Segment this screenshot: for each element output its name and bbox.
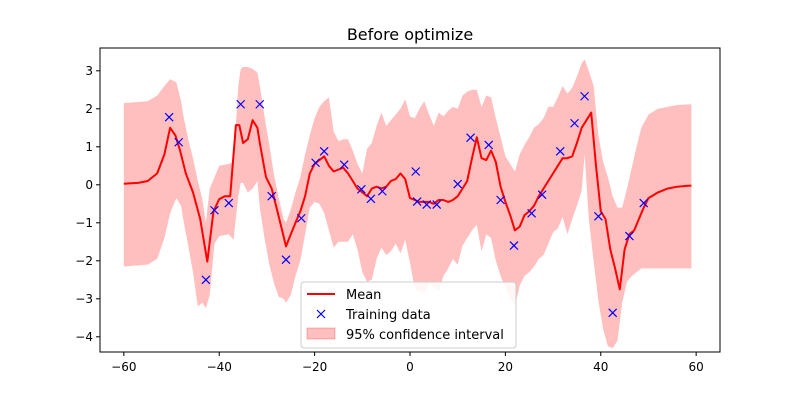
training-point [453, 179, 463, 189]
training-point [366, 194, 376, 204]
y-tick-label: −1 [75, 216, 93, 230]
y-tick-label: 1 [85, 140, 93, 154]
training-point [555, 146, 565, 156]
y-tick-label: 0 [85, 178, 93, 192]
y-tick-label: 3 [85, 64, 93, 78]
training-point [608, 308, 618, 318]
training-point [356, 184, 366, 194]
legend-band-label: 95% confidence interval [346, 328, 504, 343]
training-point [339, 160, 349, 170]
x-tick-label: −20 [302, 360, 327, 374]
training-point [484, 140, 494, 150]
training-point [432, 200, 442, 209]
training-point [377, 186, 387, 196]
confidence-band [123, 59, 692, 349]
plot-area [123, 59, 692, 349]
training-point [527, 208, 537, 218]
x-tick-label: 40 [593, 360, 608, 374]
legend-band-swatch [306, 327, 336, 340]
training-point [537, 190, 547, 200]
y-tick-label: −2 [75, 254, 93, 268]
training-point [466, 133, 475, 143]
x-tick-label: −60 [111, 360, 136, 374]
training-point [580, 91, 589, 101]
training-point [496, 195, 506, 205]
x-tick-label: 60 [689, 360, 704, 374]
legend-training-label: Training data [345, 308, 431, 323]
y-tick-label: 2 [85, 102, 93, 116]
training-point [593, 211, 603, 221]
training-point [174, 137, 184, 147]
legend-mean-label: Mean [346, 288, 381, 303]
training-point [319, 146, 329, 156]
chart-title: Before optimize [347, 25, 473, 44]
training-point [236, 99, 246, 109]
x-tick-label: 0 [406, 360, 414, 374]
training-point [624, 231, 634, 241]
training-point [267, 191, 277, 201]
training-point [210, 205, 219, 215]
y-tick-label: −3 [75, 292, 93, 306]
legend-training-swatch [316, 309, 326, 319]
x-tick-label: −40 [207, 360, 232, 374]
training-point [201, 275, 211, 285]
y-tick-label: −4 [75, 330, 93, 344]
training-point [164, 112, 174, 122]
training-point [411, 167, 421, 176]
training-point [311, 158, 320, 168]
x-tick-label: 20 [498, 360, 513, 374]
training-point [570, 118, 579, 128]
training-point [224, 198, 234, 208]
legend: Mean Training data 95% confidence interv… [300, 281, 517, 349]
training-point [255, 99, 265, 109]
training-point [281, 255, 291, 265]
training-point [296, 213, 306, 223]
training-point [509, 241, 519, 251]
training-point [412, 197, 422, 206]
axis-ticks: −60 −40 −20 0 20 40 60 −4 −3 −2 −1 0 1 2 3 [75, 64, 703, 374]
training-point [422, 200, 432, 209]
training-point [639, 198, 649, 208]
legend-box [300, 281, 517, 349]
